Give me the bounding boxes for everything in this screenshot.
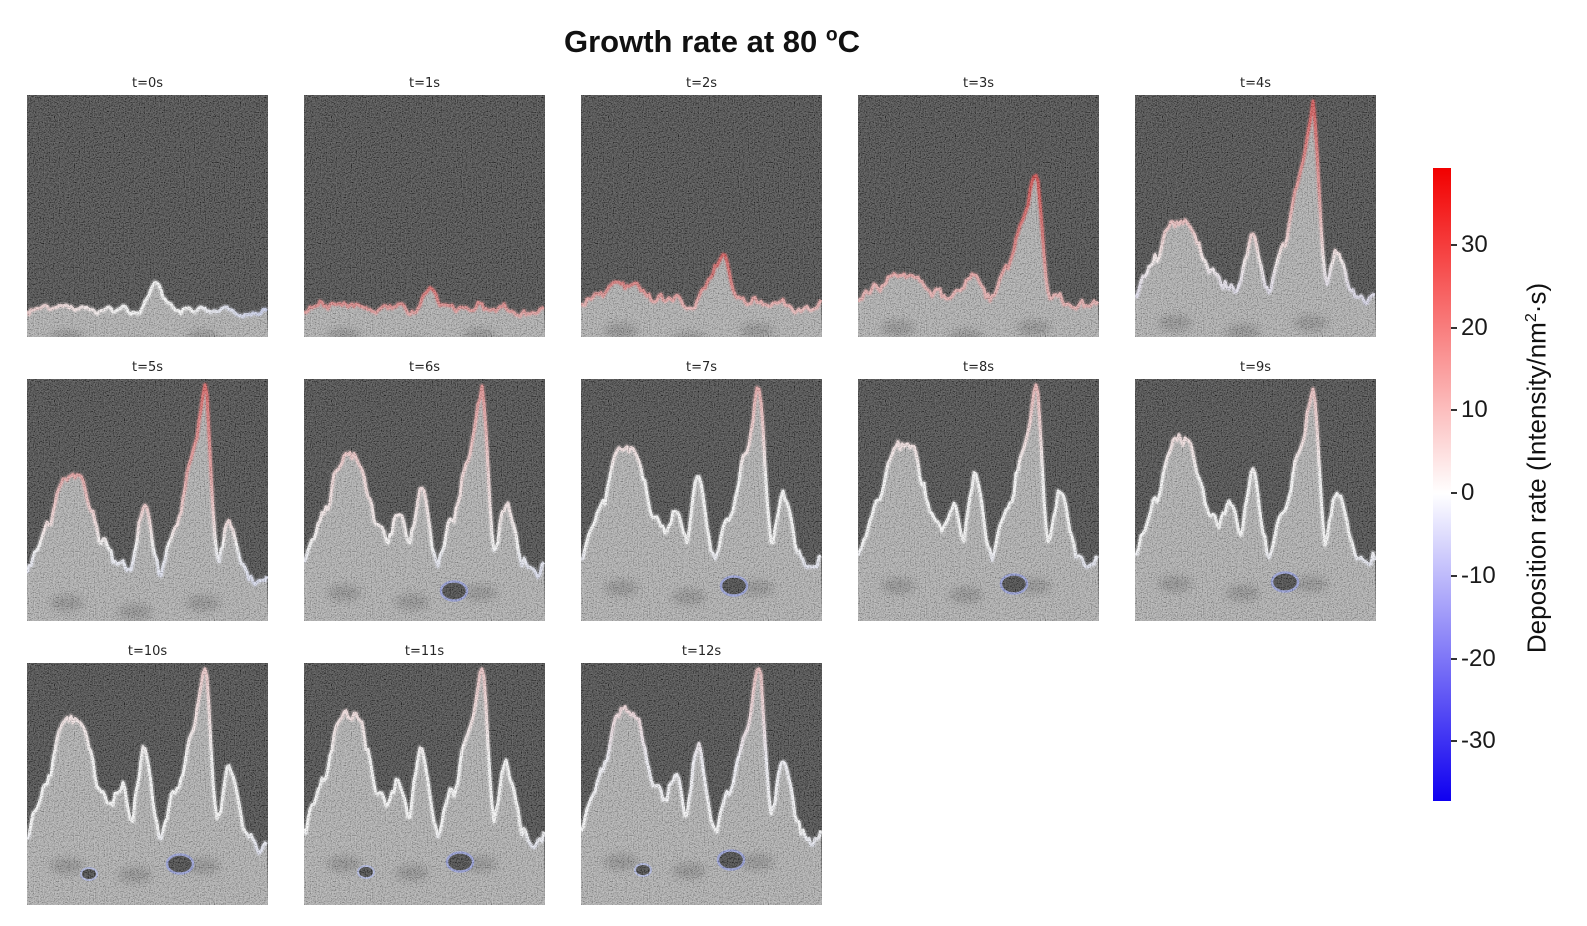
micrograph-image bbox=[304, 663, 545, 905]
image-noise-overlay bbox=[858, 95, 1099, 337]
micrograph-panel bbox=[27, 379, 268, 621]
micrograph-panel bbox=[1135, 379, 1376, 621]
panel-label: t=8s bbox=[962, 360, 995, 375]
micrograph-panel bbox=[581, 663, 822, 905]
micrograph-image bbox=[581, 663, 822, 905]
micrograph-panel bbox=[27, 95, 268, 337]
colorbar-tick-label: 10 bbox=[1461, 396, 1488, 424]
colorbar-tick bbox=[1451, 243, 1457, 246]
colorbar-tick bbox=[1451, 574, 1457, 577]
micrograph-image bbox=[581, 379, 822, 621]
colorbar-tick-label: -10 bbox=[1461, 561, 1496, 589]
colorbar-gradient bbox=[1433, 168, 1451, 801]
micrograph-panel bbox=[1135, 95, 1376, 337]
panel-label: t=12s bbox=[681, 644, 722, 659]
colorbar-tick-label: -30 bbox=[1461, 727, 1496, 755]
figure-title: Growth rate at 80 oC bbox=[564, 24, 860, 60]
colorbar-tick-label: 30 bbox=[1461, 230, 1488, 258]
micrograph-panel bbox=[304, 379, 545, 621]
colorbar-label-superscript: 2 bbox=[1521, 313, 1540, 323]
image-noise-overlay bbox=[304, 663, 545, 905]
image-noise-overlay bbox=[27, 95, 268, 337]
panel-label: t=0s bbox=[131, 76, 164, 91]
panel-label: t=10s bbox=[127, 644, 168, 659]
figure-title-unit: C bbox=[837, 24, 860, 59]
panel-label: t=7s bbox=[685, 360, 718, 375]
micrograph-image bbox=[27, 663, 268, 905]
panel-label: t=2s bbox=[685, 76, 718, 91]
micrograph-image bbox=[1135, 379, 1376, 621]
panel-label: t=1s bbox=[408, 76, 441, 91]
image-noise-overlay bbox=[858, 379, 1099, 621]
panel-label: t=6s bbox=[408, 360, 441, 375]
micrograph-image bbox=[858, 379, 1099, 621]
panel-label: t=4s bbox=[1239, 76, 1272, 91]
micrograph-image bbox=[27, 95, 268, 337]
colorbar-tick bbox=[1451, 409, 1457, 412]
colorbar-label: Deposition rate (Intensity/nm2·s) bbox=[1522, 283, 1553, 653]
panel-label: t=5s bbox=[131, 360, 164, 375]
colorbar-tick bbox=[1451, 326, 1457, 329]
colorbar-tick bbox=[1451, 657, 1457, 660]
micrograph-image bbox=[27, 379, 268, 621]
micrograph-panel bbox=[27, 663, 268, 905]
colorbar-label-unit: ·s) bbox=[1521, 282, 1552, 314]
image-noise-overlay bbox=[581, 663, 822, 905]
image-noise-overlay bbox=[581, 379, 822, 621]
micrograph-panel bbox=[581, 379, 822, 621]
micrograph-image bbox=[858, 95, 1099, 337]
colorbar-tick-label: 0 bbox=[1461, 479, 1475, 507]
panel-label: t=11s bbox=[404, 644, 445, 659]
panel-label: t=3s bbox=[962, 76, 995, 91]
image-noise-overlay bbox=[27, 663, 268, 905]
figure-title-superscript: o bbox=[825, 24, 838, 46]
colorbar-tick bbox=[1451, 492, 1457, 495]
colorbar-tick-label: -20 bbox=[1461, 644, 1496, 672]
image-noise-overlay bbox=[27, 379, 268, 621]
micrograph-panel bbox=[304, 663, 545, 905]
image-noise-overlay bbox=[581, 95, 822, 337]
image-noise-overlay bbox=[304, 95, 545, 337]
micrograph-panel bbox=[858, 379, 1099, 621]
image-noise-overlay bbox=[1135, 379, 1376, 621]
image-noise-overlay bbox=[1135, 95, 1376, 337]
micrograph-image bbox=[581, 95, 822, 337]
micrograph-panel bbox=[304, 95, 545, 337]
micrograph-panel bbox=[858, 95, 1099, 337]
micrograph-image bbox=[304, 379, 545, 621]
colorbar-tick bbox=[1451, 740, 1457, 743]
image-noise-overlay bbox=[304, 379, 545, 621]
colorbar-tick-label: 20 bbox=[1461, 313, 1488, 341]
figure-title-text: Growth rate at 80 bbox=[564, 24, 826, 59]
colorbar-label-text: Deposition rate (Intensity/nm bbox=[1521, 322, 1552, 654]
micrograph-image bbox=[304, 95, 545, 337]
micrograph-panel bbox=[581, 95, 822, 337]
panel-label: t=9s bbox=[1239, 360, 1272, 375]
micrograph-image bbox=[1135, 95, 1376, 337]
